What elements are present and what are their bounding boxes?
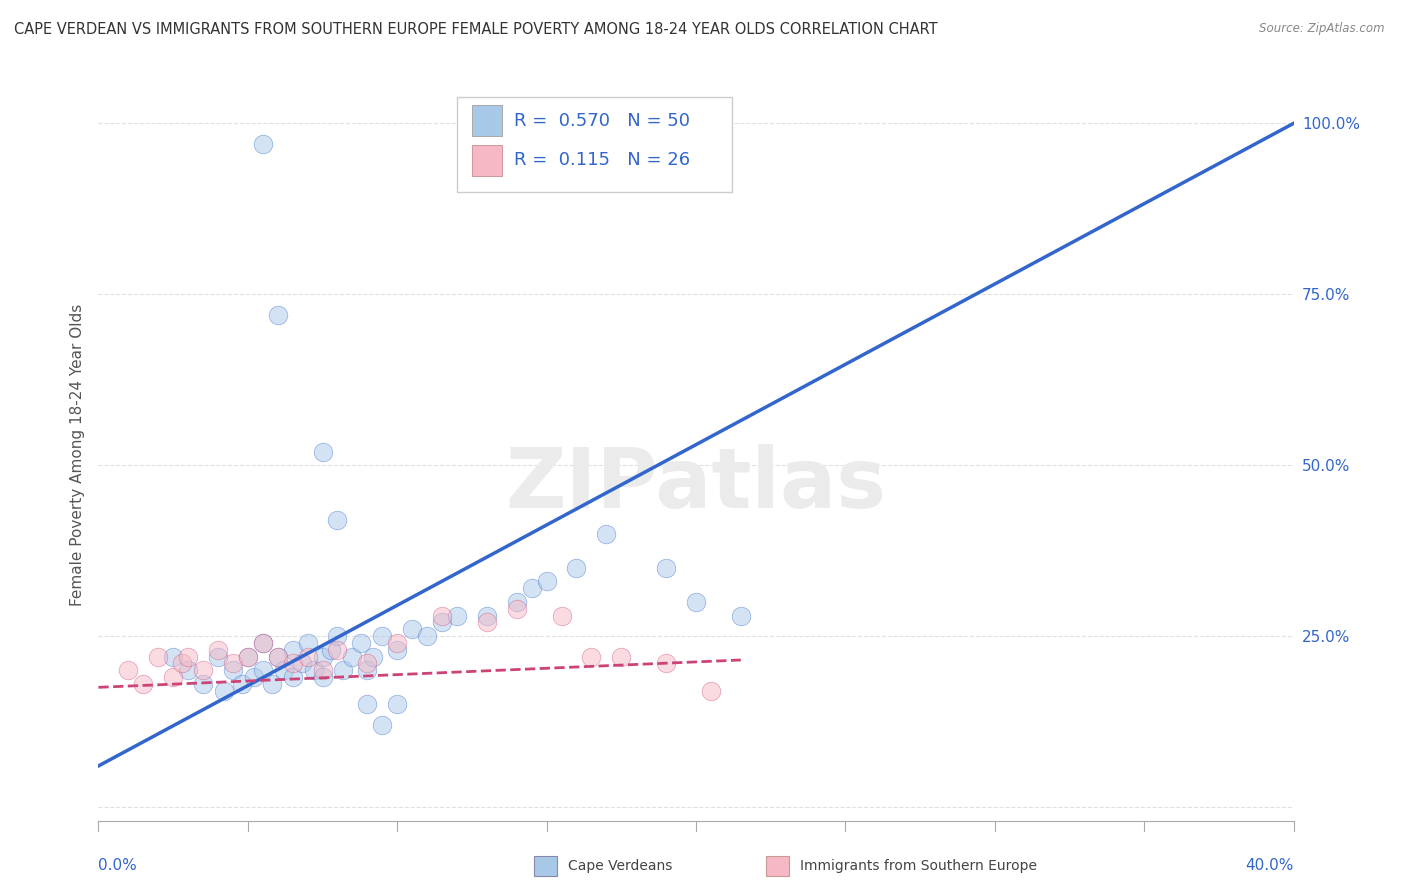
Point xyxy=(162,670,184,684)
Point xyxy=(311,663,333,677)
Point xyxy=(326,513,349,527)
Point xyxy=(297,649,319,664)
Point xyxy=(281,642,304,657)
Point xyxy=(191,677,214,691)
Point xyxy=(177,649,200,664)
FancyBboxPatch shape xyxy=(472,105,502,136)
Point xyxy=(550,608,572,623)
Point xyxy=(506,595,529,609)
Point xyxy=(311,649,333,664)
FancyBboxPatch shape xyxy=(472,145,502,176)
Point xyxy=(565,560,588,574)
Point xyxy=(581,649,603,664)
Point xyxy=(212,683,235,698)
Text: 40.0%: 40.0% xyxy=(1246,858,1294,873)
Point xyxy=(371,629,394,643)
Point xyxy=(231,677,253,691)
Point xyxy=(655,560,678,574)
Point xyxy=(685,595,707,609)
Point xyxy=(281,670,304,684)
Point xyxy=(520,581,543,595)
Text: 0.0%: 0.0% xyxy=(98,858,138,873)
Point xyxy=(655,657,678,671)
Point xyxy=(162,649,184,664)
Point xyxy=(356,698,378,712)
Point xyxy=(207,642,229,657)
Point xyxy=(385,636,409,650)
Bar xyxy=(534,856,557,876)
Text: Cape Verdeans: Cape Verdeans xyxy=(568,859,672,873)
Point xyxy=(326,629,349,643)
Point xyxy=(177,663,200,677)
Point xyxy=(267,308,290,322)
Point xyxy=(371,718,394,732)
Point xyxy=(273,663,295,677)
Point xyxy=(356,657,378,671)
Point xyxy=(475,608,498,623)
Point xyxy=(222,657,245,671)
Point xyxy=(385,642,409,657)
Point xyxy=(311,444,333,458)
Point xyxy=(132,677,155,691)
Point xyxy=(363,649,385,664)
Point xyxy=(536,574,558,589)
Point xyxy=(191,663,214,677)
Point xyxy=(252,136,274,151)
Text: R =  0.570   N = 50: R = 0.570 N = 50 xyxy=(515,112,690,129)
Text: ZIPatlas: ZIPatlas xyxy=(506,443,886,524)
Point xyxy=(117,663,139,677)
Text: Immigrants from Southern Europe: Immigrants from Southern Europe xyxy=(800,859,1038,873)
Point xyxy=(252,636,274,650)
Point xyxy=(595,526,617,541)
Point xyxy=(401,622,423,636)
Point xyxy=(506,601,529,615)
Point xyxy=(297,636,319,650)
Point xyxy=(700,683,723,698)
FancyBboxPatch shape xyxy=(457,96,733,192)
Point xyxy=(172,657,194,671)
Point xyxy=(222,663,245,677)
Bar xyxy=(766,856,789,876)
Point xyxy=(281,657,304,671)
Point xyxy=(332,663,354,677)
Point xyxy=(311,670,333,684)
Point xyxy=(207,649,229,664)
Point xyxy=(326,642,349,657)
Point xyxy=(267,649,290,664)
Point xyxy=(475,615,498,630)
Point xyxy=(446,608,468,623)
Point xyxy=(321,642,343,657)
Point xyxy=(252,663,274,677)
Point xyxy=(356,663,378,677)
Point xyxy=(302,663,325,677)
Point xyxy=(342,649,364,664)
Point xyxy=(260,677,283,691)
Point xyxy=(610,649,633,664)
Point xyxy=(252,636,274,650)
Point xyxy=(291,657,314,671)
Text: Source: ZipAtlas.com: Source: ZipAtlas.com xyxy=(1260,22,1385,36)
Point xyxy=(350,636,373,650)
Point xyxy=(267,649,290,664)
Point xyxy=(148,649,170,664)
Text: CAPE VERDEAN VS IMMIGRANTS FROM SOUTHERN EUROPE FEMALE POVERTY AMONG 18-24 YEAR : CAPE VERDEAN VS IMMIGRANTS FROM SOUTHERN… xyxy=(14,22,938,37)
Text: R =  0.115   N = 26: R = 0.115 N = 26 xyxy=(515,151,690,169)
Point xyxy=(730,608,752,623)
Point xyxy=(430,608,453,623)
Point xyxy=(385,698,409,712)
Point xyxy=(236,649,259,664)
Point xyxy=(236,649,259,664)
Point xyxy=(430,615,453,630)
Y-axis label: Female Poverty Among 18-24 Year Olds: Female Poverty Among 18-24 Year Olds xyxy=(69,304,84,606)
Point xyxy=(416,629,439,643)
Point xyxy=(243,670,266,684)
